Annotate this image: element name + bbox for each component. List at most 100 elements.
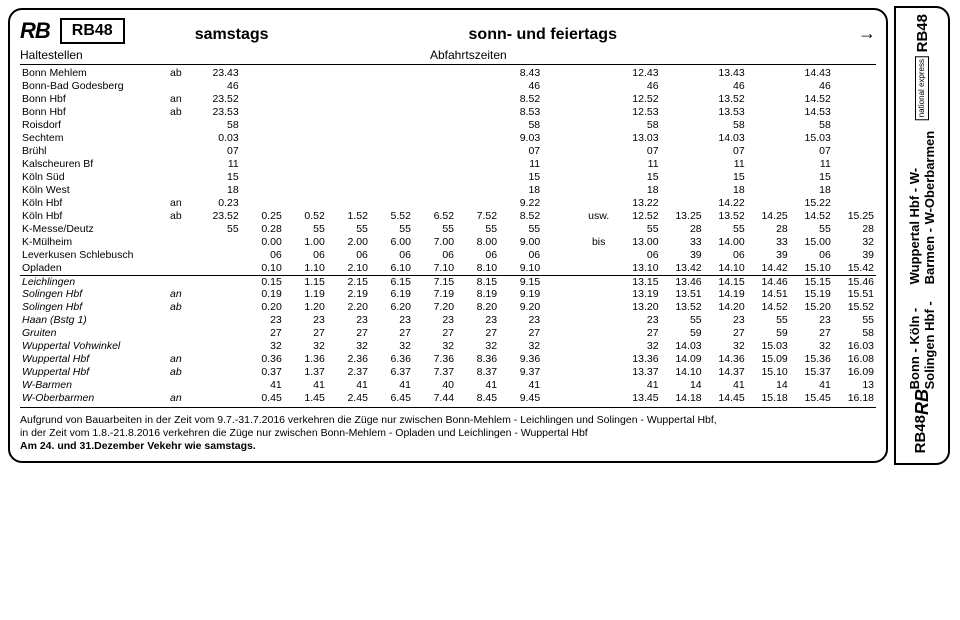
time-cell: 7.52 [456, 210, 499, 223]
time-cell [327, 158, 370, 171]
time-cell: 6.37 [370, 366, 413, 379]
time-cell: 16.18 [833, 392, 876, 405]
time-cell: 27 [284, 327, 327, 340]
footnotes: Aufgrund von Bauarbeiten in der Zeit vom… [20, 414, 876, 453]
an-ab: ab [168, 366, 198, 379]
time-cell: 55 [327, 223, 370, 236]
note-cell [580, 145, 618, 158]
time-cell: 14.20 [704, 301, 747, 314]
time-cell: 14.52 [790, 210, 833, 223]
time-cell: 2.15 [327, 275, 370, 288]
time-cell: 1.15 [284, 275, 327, 288]
time-cell: 14.46 [747, 275, 790, 288]
time-cell: 16.08 [833, 353, 876, 366]
time-cell [661, 171, 704, 184]
time-cell: 15 [790, 171, 833, 184]
time-cell: 9.10 [499, 262, 542, 275]
time-cell: 7.37 [413, 366, 456, 379]
time-cell: 15.52 [833, 301, 876, 314]
time-cell [241, 80, 284, 93]
an-ab: ab [168, 67, 198, 80]
an-ab [168, 132, 198, 145]
note-cell [542, 262, 580, 275]
time-cell: 27 [790, 327, 833, 340]
time-cell [327, 145, 370, 158]
time-cell: 13.19 [618, 288, 661, 301]
time-cell: 41 [790, 379, 833, 392]
time-cell: 13.52 [661, 301, 704, 314]
time-cell: 15.18 [747, 392, 790, 405]
stop-name: Köln West [20, 184, 168, 197]
time-cell [413, 184, 456, 197]
time-cell [284, 171, 327, 184]
time-cell [413, 197, 456, 210]
time-cell: 7.44 [413, 392, 456, 405]
time-cell [327, 171, 370, 184]
time-cell [327, 119, 370, 132]
time-cell [241, 119, 284, 132]
note-cell [542, 379, 580, 392]
time-cell: 32 [284, 340, 327, 353]
time-cell: 23 [618, 314, 661, 327]
time-cell [241, 158, 284, 171]
time-cell: 27 [618, 327, 661, 340]
time-cell: 55 [618, 223, 661, 236]
time-cell [284, 158, 327, 171]
time-cell: 55 [198, 223, 241, 236]
time-cell [241, 93, 284, 106]
time-cell: 7.00 [413, 236, 456, 249]
note-cell [580, 223, 618, 236]
time-cell: 14.09 [661, 353, 704, 366]
time-cell: 1.00 [284, 236, 327, 249]
time-cell: 8.52 [499, 93, 542, 106]
time-cell: 27 [704, 327, 747, 340]
time-cell: 15.37 [790, 366, 833, 379]
note-cell [580, 262, 618, 275]
note-cell [542, 392, 580, 405]
time-cell [833, 106, 876, 119]
time-cell [370, 67, 413, 80]
time-cell [198, 249, 241, 262]
note-cell [542, 93, 580, 106]
time-cell: 14.52 [790, 93, 833, 106]
time-cell: 40 [413, 379, 456, 392]
time-cell: 15.20 [790, 301, 833, 314]
note-cell [580, 93, 618, 106]
time-cell: 23.53 [198, 106, 241, 119]
timetable: Bonn Mehlemab23.438.4312.4313.4314.43Bon… [20, 67, 876, 405]
time-cell: 18 [790, 184, 833, 197]
time-cell: 2.19 [327, 288, 370, 301]
time-cell: 11 [198, 158, 241, 171]
note-cell [542, 158, 580, 171]
time-cell: 55 [747, 314, 790, 327]
an-ab [168, 275, 198, 288]
time-cell: 27 [327, 327, 370, 340]
side-route: Bonn - Köln - Solingen Hbf - Wuppertal H… [907, 127, 937, 389]
time-cell [456, 158, 499, 171]
time-cell [833, 67, 876, 80]
table-row: Bonn Hbfab23.538.5312.5313.5314.53 [20, 106, 876, 119]
sunday-label: sonn- und feiertags [469, 26, 617, 44]
time-cell: 0.20 [241, 301, 284, 314]
time-cell: 32 [704, 340, 747, 353]
time-cell [833, 145, 876, 158]
note-cell [542, 145, 580, 158]
time-cell: 1.37 [284, 366, 327, 379]
time-cell: 7.15 [413, 275, 456, 288]
time-cell [198, 262, 241, 275]
time-cell: 14.25 [747, 210, 790, 223]
note-cell [542, 301, 580, 314]
time-cell: 32 [241, 340, 284, 353]
time-cell [833, 158, 876, 171]
time-cell [833, 80, 876, 93]
table-row: W-Oberbarmenan0.451.452.456.457.448.459.… [20, 392, 876, 405]
time-cell: 11 [499, 158, 542, 171]
table-row: Brühl0707070707 [20, 145, 876, 158]
time-cell: 23 [284, 314, 327, 327]
time-cell: 13.52 [704, 93, 747, 106]
time-cell: 27 [456, 327, 499, 340]
time-cell: 39 [661, 249, 704, 262]
time-cell: 27 [370, 327, 413, 340]
time-cell: 28 [747, 223, 790, 236]
note-cell [542, 340, 580, 353]
